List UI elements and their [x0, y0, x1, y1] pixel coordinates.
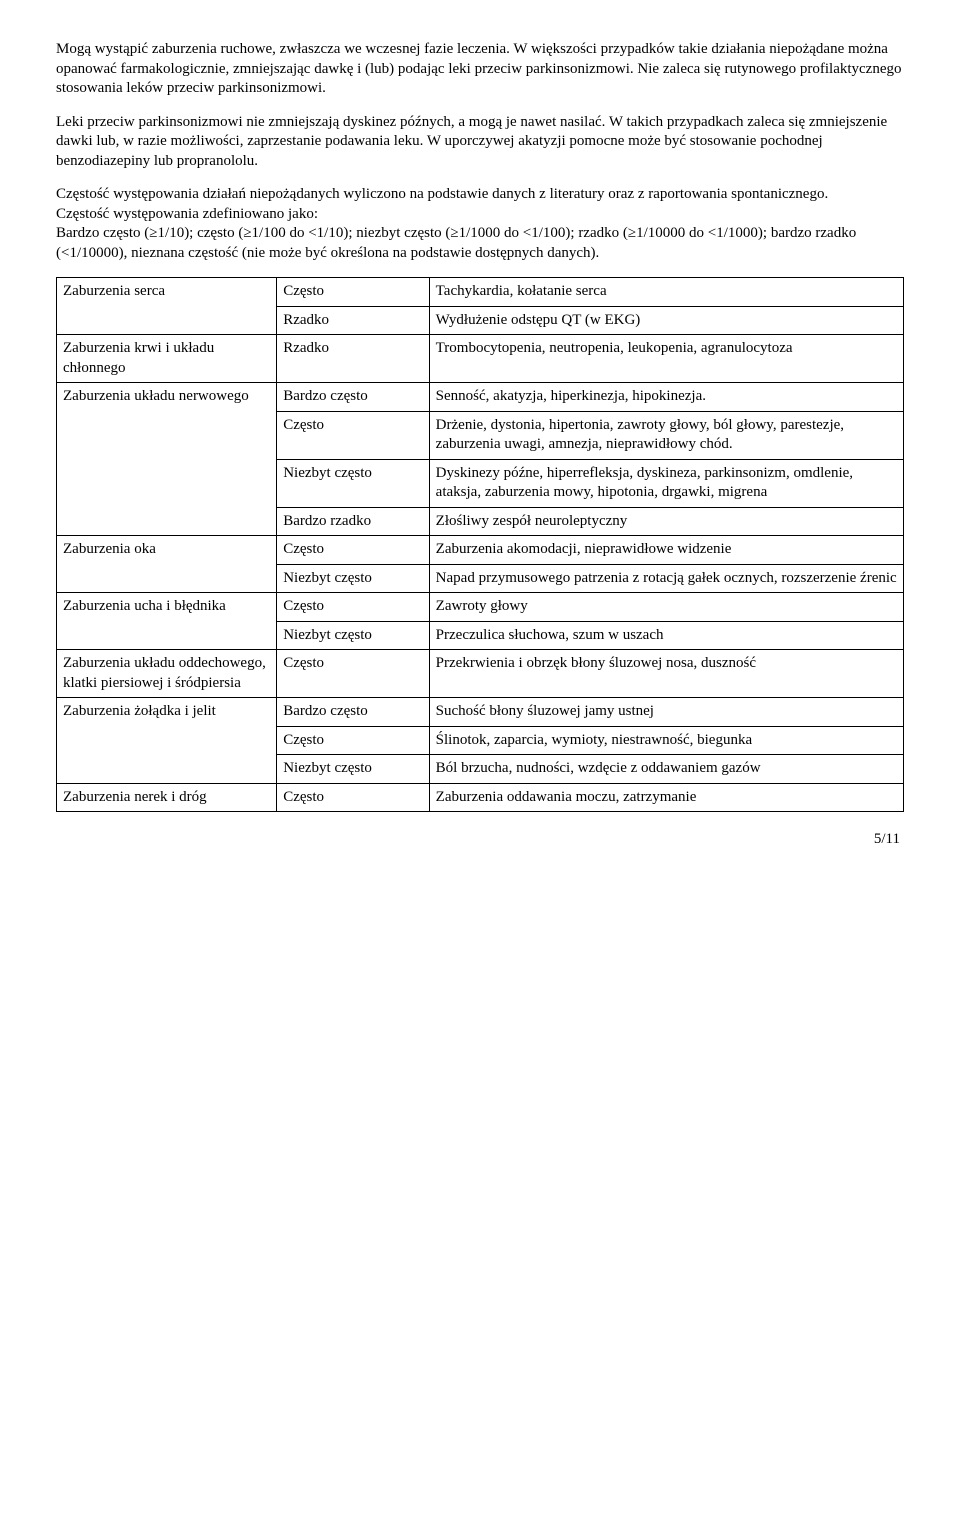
effect-cell: Ból brzucha, nudności, wzdęcie z oddawan…: [429, 755, 903, 784]
soc-cell: [57, 755, 277, 784]
frequency-cell: Często: [277, 783, 429, 812]
frequency-cell: Rzadko: [277, 335, 429, 383]
frequency-cell: Często: [277, 278, 429, 307]
frequency-cell: Bardzo często: [277, 383, 429, 412]
frequency-cell: Często: [277, 650, 429, 698]
frequency-cell: Niezbyt często: [277, 459, 429, 507]
effect-cell: Dyskinezy późne, hiperrefleksja, dyskine…: [429, 459, 903, 507]
soc-cell: Zaburzenia układu oddechowego, klatki pi…: [57, 650, 277, 698]
frequency-cell: Bardzo często: [277, 698, 429, 727]
soc-cell: [57, 411, 277, 459]
frequency-cell: Często: [277, 536, 429, 565]
effect-cell: Wydłużenie odstępu QT (w EKG): [429, 306, 903, 335]
soc-cell: Zaburzenia nerek i dróg: [57, 783, 277, 812]
frequency-cell: Niezbyt często: [277, 621, 429, 650]
soc-cell: Zaburzenia krwi i układu chłonnego: [57, 335, 277, 383]
soc-cell: Zaburzenia serca: [57, 278, 277, 307]
frequency-cell: Bardzo rzadko: [277, 507, 429, 536]
effect-cell: Zaburzenia oddawania moczu, zatrzymanie: [429, 783, 903, 812]
page-number: 5/11: [56, 830, 904, 850]
paragraph-1: Mogą wystąpić zaburzenia ruchowe, zwłasz…: [56, 40, 904, 99]
effect-cell: Tachykardia, kołatanie serca: [429, 278, 903, 307]
table-row: Zaburzenia oka Często Zaburzenia akomoda…: [57, 536, 904, 565]
soc-cell: Zaburzenia układu nerwowego: [57, 383, 277, 412]
soc-cell: [57, 507, 277, 536]
table-row: Zaburzenia układu oddechowego, klatki pi…: [57, 650, 904, 698]
paragraph-2: Leki przeciw parkinsonizmowi nie zmniejs…: [56, 113, 904, 172]
table-row: Niezbyt często Ból brzucha, nudności, wz…: [57, 755, 904, 784]
table-row: Niezbyt często Dyskinezy późne, hiperref…: [57, 459, 904, 507]
soc-cell: Zaburzenia oka: [57, 536, 277, 565]
effect-cell: Senność, akatyzja, hiperkinezja, hipokin…: [429, 383, 903, 412]
table-row: Rzadko Wydłużenie odstępu QT (w EKG): [57, 306, 904, 335]
table-row: Bardzo rzadko Złośliwy zespół neurolepty…: [57, 507, 904, 536]
effect-cell: Zawroty głowy: [429, 593, 903, 622]
effect-cell: Napad przymusowego patrzenia z rotacją g…: [429, 564, 903, 593]
effect-cell: Przeczulica słuchowa, szum w uszach: [429, 621, 903, 650]
table-row: Zaburzenia układu nerwowego Bardzo częst…: [57, 383, 904, 412]
soc-cell: [57, 726, 277, 755]
effect-cell: Złośliwy zespół neuroleptyczny: [429, 507, 903, 536]
frequency-cell: Niezbyt często: [277, 564, 429, 593]
soc-cell: Zaburzenia żołądka i jelit: [57, 698, 277, 727]
effect-cell: Ślinotok, zaparcia, wymioty, niestrawnoś…: [429, 726, 903, 755]
effect-cell: Trombocytopenia, neutropenia, leukopenia…: [429, 335, 903, 383]
table-row: Zaburzenia żołądka i jelit Bardzo często…: [57, 698, 904, 727]
soc-cell: [57, 621, 277, 650]
paragraph-3: Częstość występowania działań niepożądan…: [56, 185, 904, 263]
soc-cell: Zaburzenia ucha i błędnika: [57, 593, 277, 622]
effect-cell: Drżenie, dystonia, hipertonia, zawroty g…: [429, 411, 903, 459]
effect-cell: Przekrwienia i obrzęk błony śluzowej nos…: [429, 650, 903, 698]
soc-cell: [57, 564, 277, 593]
effect-cell: Zaburzenia akomodacji, nieprawidłowe wid…: [429, 536, 903, 565]
table-row: Często Ślinotok, zaparcia, wymioty, nies…: [57, 726, 904, 755]
frequency-cell: Często: [277, 593, 429, 622]
frequency-cell: Rzadko: [277, 306, 429, 335]
table-row: Zaburzenia ucha i błędnika Często Zawrot…: [57, 593, 904, 622]
soc-cell: [57, 459, 277, 507]
table-row: Niezbyt często Napad przymusowego patrze…: [57, 564, 904, 593]
table-row: Zaburzenia krwi i układu chłonnego Rzadk…: [57, 335, 904, 383]
frequency-cell: Niezbyt często: [277, 755, 429, 784]
frequency-cell: Często: [277, 411, 429, 459]
table-row: Zaburzenia serca Często Tachykardia, koł…: [57, 278, 904, 307]
table-row: Zaburzenia nerek i dróg Często Zaburzeni…: [57, 783, 904, 812]
table-row: Niezbyt często Przeczulica słuchowa, szu…: [57, 621, 904, 650]
effect-cell: Suchość błony śluzowej jamy ustnej: [429, 698, 903, 727]
adverse-effects-table: Zaburzenia serca Często Tachykardia, koł…: [56, 277, 904, 812]
table-row: Często Drżenie, dystonia, hipertonia, za…: [57, 411, 904, 459]
soc-cell: [57, 306, 277, 335]
frequency-cell: Często: [277, 726, 429, 755]
